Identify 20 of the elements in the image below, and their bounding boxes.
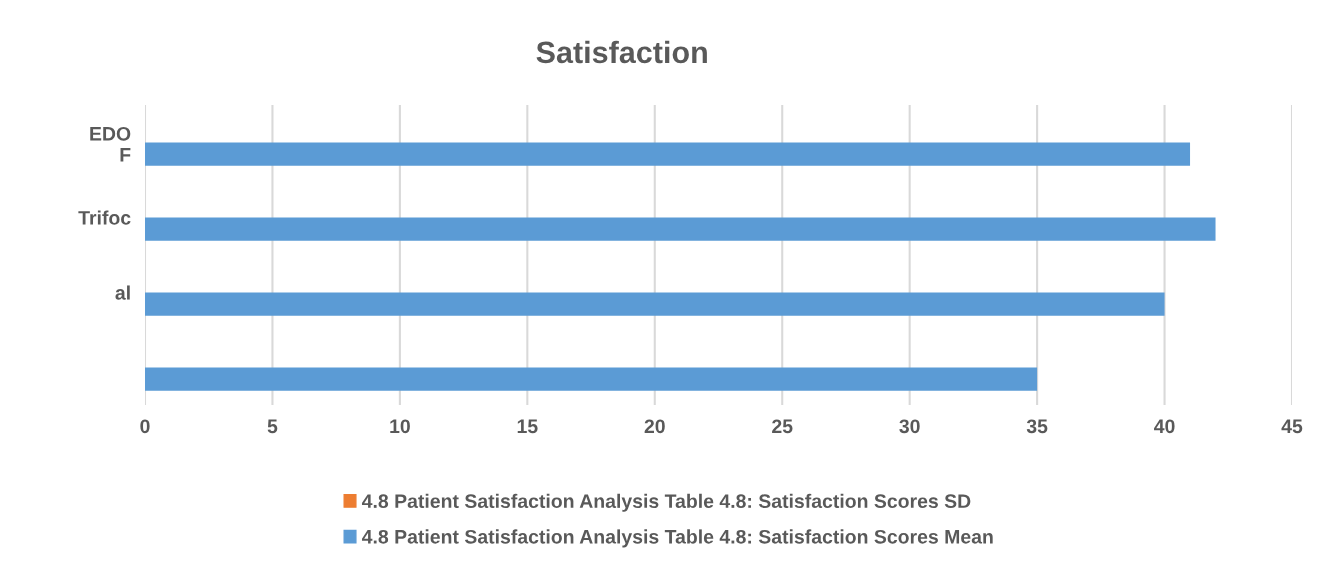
- bar: [145, 292, 1165, 316]
- x-tick-label: 40: [1154, 419, 1175, 434]
- y-tick-label: Trifoc: [78, 210, 131, 225]
- x-tick-label: 20: [644, 419, 665, 434]
- x-tick-label: 35: [1026, 419, 1048, 434]
- bar: [145, 367, 1038, 391]
- chart-title: Satisfaction: [536, 40, 707, 64]
- x-tick-label: 15: [517, 419, 538, 434]
- legend-label: 4.8 Patient Satisfaction Analysis Table 4.8: Satisfaction Scores SD: [361, 493, 971, 512]
- x-tick-label: 25: [772, 419, 793, 434]
- y-tick-label: EDO F: [90, 126, 131, 162]
- x-tick-label: 0: [140, 419, 150, 434]
- bar: [145, 142, 1191, 166]
- bar: [145, 217, 1216, 241]
- x-tick-label: 30: [899, 419, 920, 434]
- x-tick-label: 10: [390, 419, 410, 434]
- x-tick-label: 45: [1281, 419, 1303, 434]
- legend-label: 4.8 Patient Satisfaction Analysis Table 4.8: Satisfaction Scores Mean: [361, 529, 993, 548]
- x-tick-label: 5: [267, 419, 278, 434]
- y-tick-label: al: [115, 285, 130, 300]
